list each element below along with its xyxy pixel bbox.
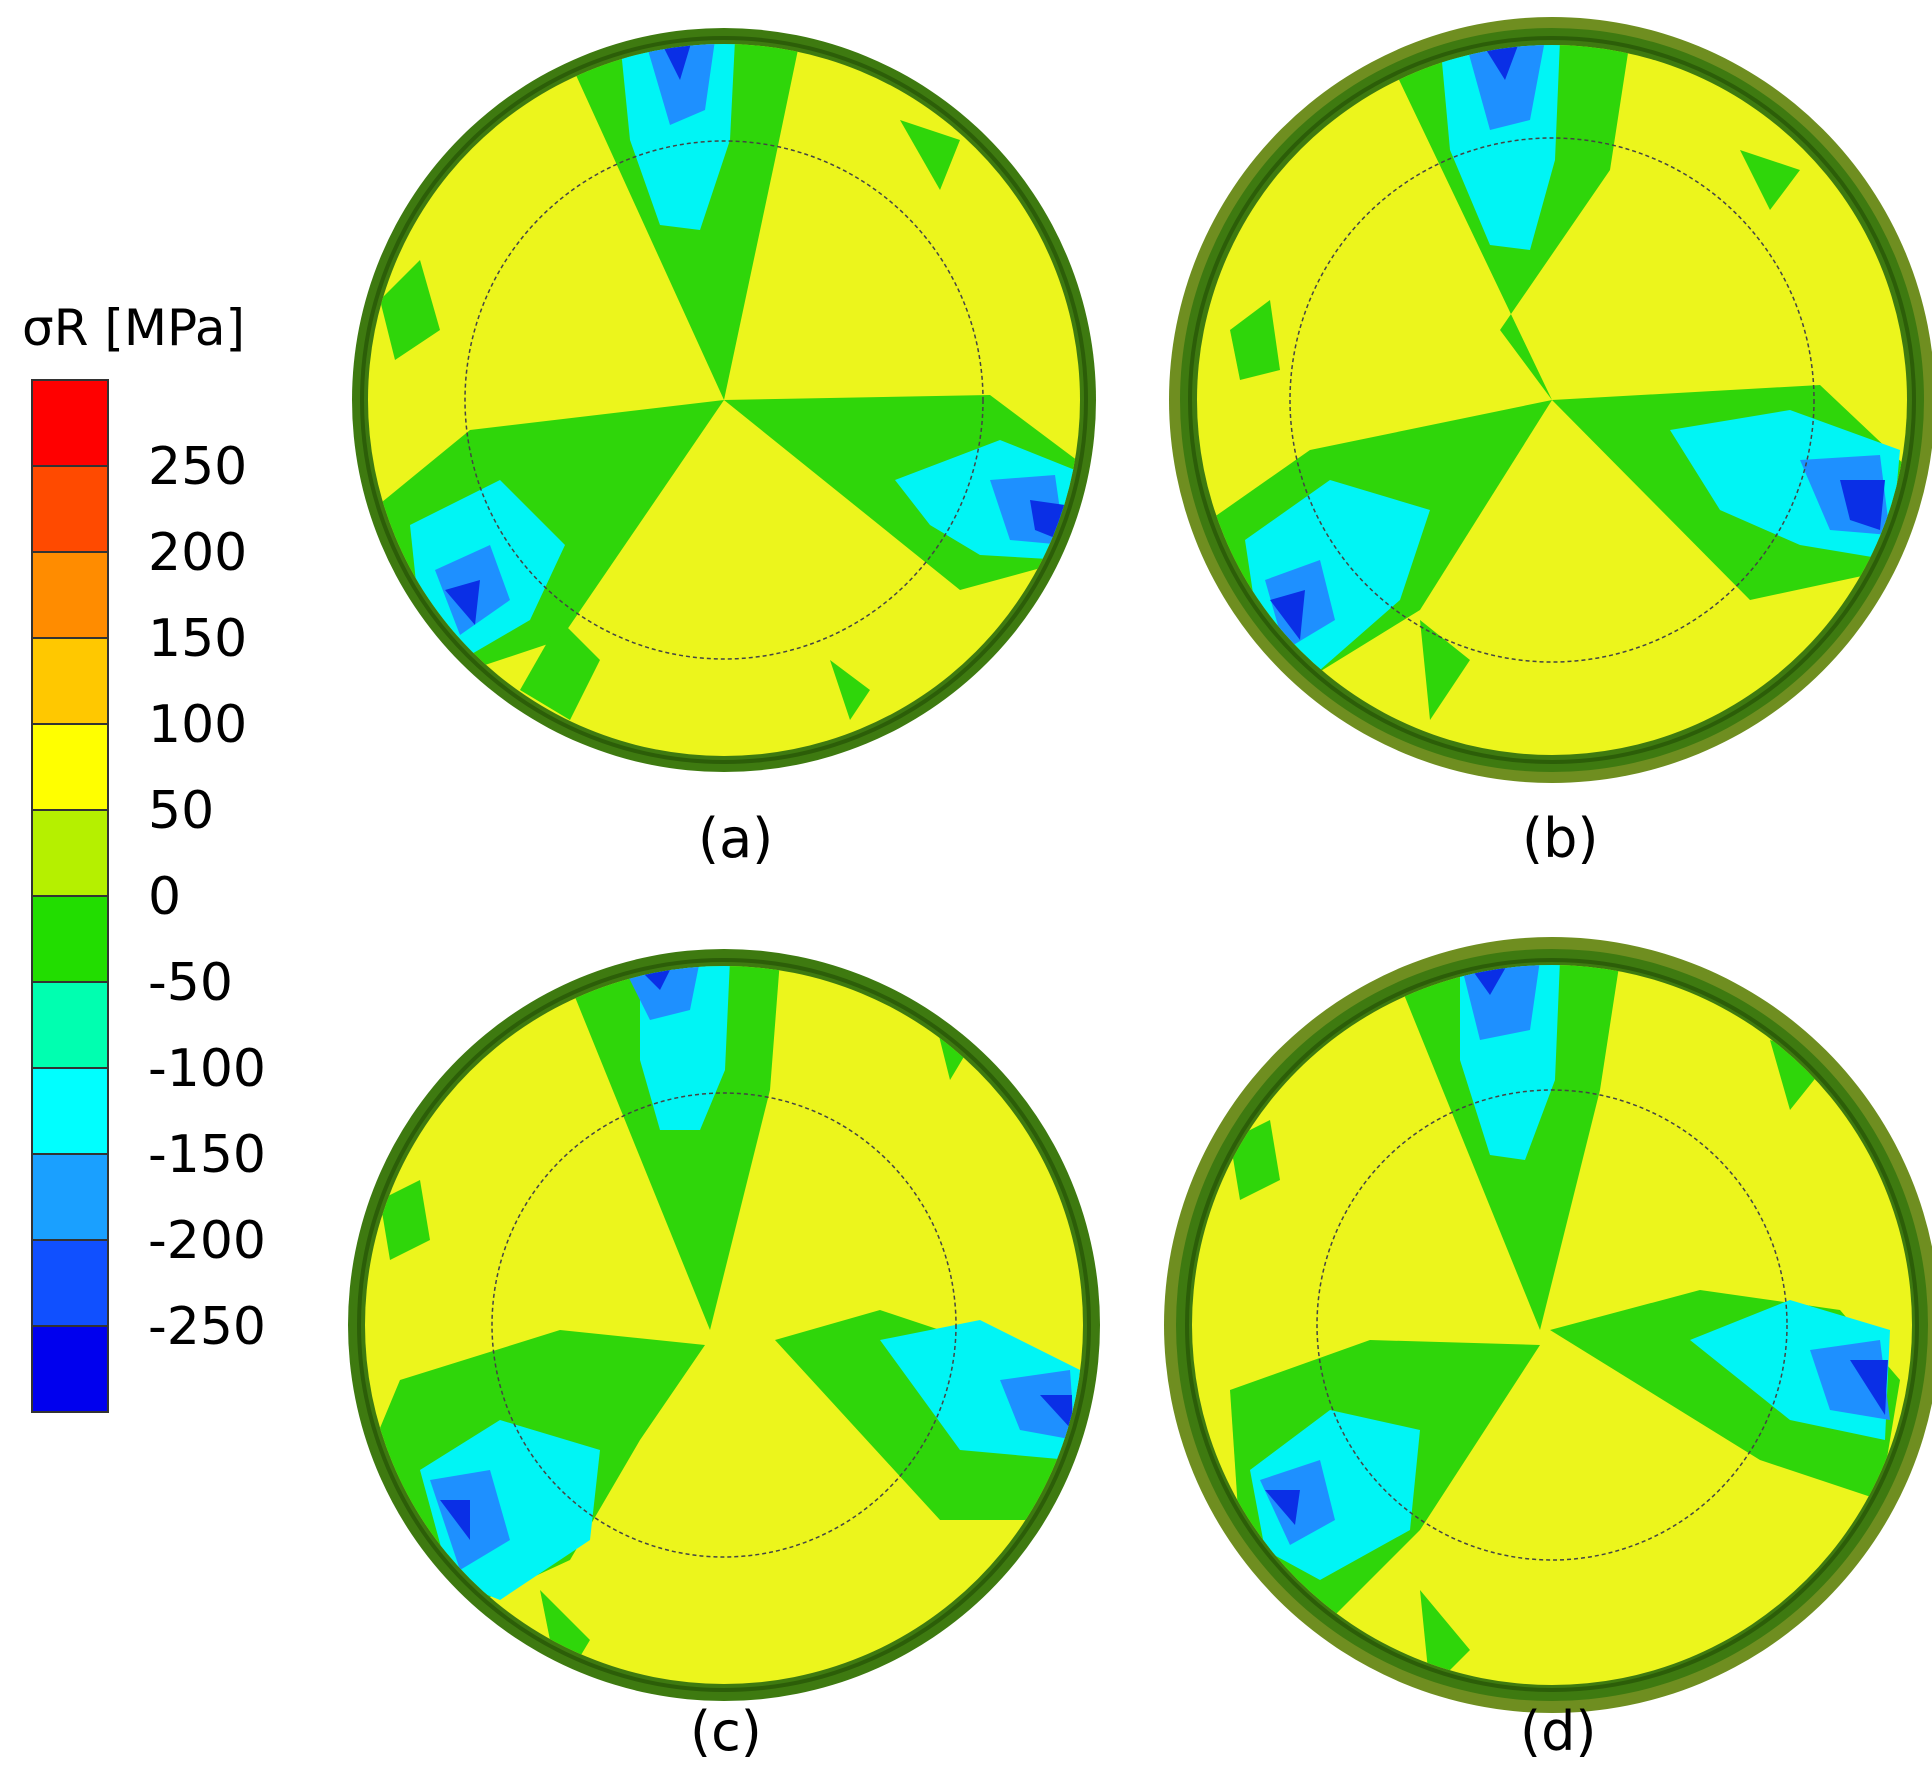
panel-a: (a) bbox=[352, 28, 1096, 870]
legend-band bbox=[31, 637, 109, 725]
panel-d-caption: (d) bbox=[1520, 1700, 1596, 1763]
legend-band bbox=[31, 1239, 109, 1327]
legend-tick-label: 150 bbox=[148, 609, 247, 669]
panel-d-contour bbox=[1192, 965, 1912, 1685]
legend: σR [MPa] 250 200 150 100 50 0 -50 -100 -150 -200 -… bbox=[22, 299, 266, 1413]
legend-tick-label: 50 bbox=[148, 781, 214, 841]
legend-tick-label: 100 bbox=[148, 695, 247, 755]
panel-a-contour bbox=[368, 44, 1080, 756]
legend-tick-label: -200 bbox=[148, 1211, 266, 1271]
panel-a-caption: (a) bbox=[698, 807, 773, 870]
panel-c: (c) bbox=[348, 949, 1100, 1763]
panel-d: (d) bbox=[1164, 937, 1932, 1763]
legend-tick-label: -100 bbox=[148, 1039, 266, 1099]
legend-band bbox=[31, 379, 109, 467]
legend-ticks: 250 200 150 100 50 0 -50 -100 -150 -200 -250 bbox=[148, 437, 266, 1357]
legend-tick-label: -50 bbox=[148, 953, 233, 1013]
legend-band bbox=[31, 465, 109, 553]
legend-band bbox=[31, 981, 109, 1069]
legend-band bbox=[31, 1153, 109, 1241]
panel-b-caption: (b) bbox=[1522, 807, 1598, 870]
legend-band bbox=[31, 551, 109, 639]
legend-tick-label: 200 bbox=[148, 523, 247, 583]
panel-c-caption: (c) bbox=[690, 1700, 762, 1763]
legend-band bbox=[31, 1067, 109, 1155]
legend-tick-label: 250 bbox=[148, 437, 247, 497]
panel-c-contour bbox=[365, 966, 1083, 1684]
legend-band bbox=[31, 723, 109, 811]
legend-band bbox=[31, 895, 109, 983]
panel-b: (b) bbox=[1169, 17, 1932, 870]
legend-tick-label: -150 bbox=[148, 1125, 266, 1185]
legend-title: σR [MPa] bbox=[22, 299, 245, 357]
legend-tick-label: -250 bbox=[148, 1297, 266, 1357]
legend-band bbox=[31, 1325, 109, 1413]
legend-band bbox=[31, 809, 109, 897]
legend-tick-label: 0 bbox=[148, 867, 181, 927]
panel-b-contour bbox=[1197, 45, 1907, 755]
legend-colorbar bbox=[31, 379, 109, 1413]
